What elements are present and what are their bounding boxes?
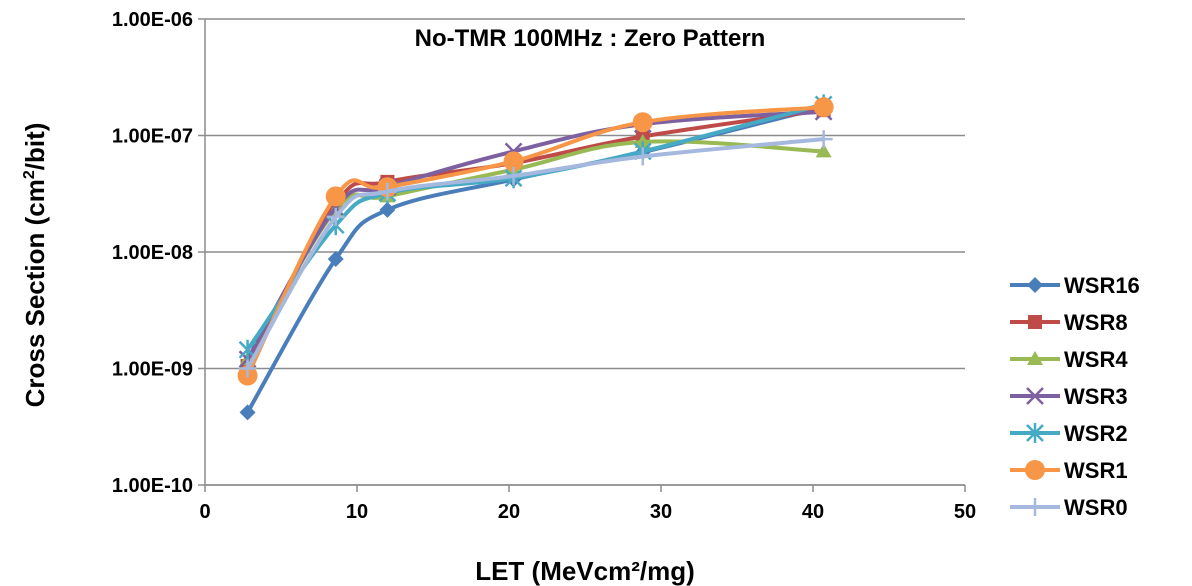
legend-item-wsr3: WSR3 [1010, 384, 1128, 409]
y-axis-title-unit: /bit) [20, 123, 50, 171]
legend-marker-wsr0 [1026, 498, 1044, 516]
data-point-wsr4 [634, 133, 651, 148]
axes [198, 18, 966, 492]
series-wsr1 [237, 97, 834, 386]
x-tick-labels: 0 10 20 30 40 50 [199, 501, 976, 523]
y-tick-label: 1.00E-07 [112, 126, 193, 148]
y-axis-title-main: Cross Section (cm [20, 179, 50, 407]
legend-marker-wsr1 [1025, 460, 1045, 480]
data-point-wsr0 [504, 166, 523, 185]
data-point-wsr0 [238, 359, 257, 378]
data-point-wsr1 [503, 151, 524, 172]
series-line-wsr3 [245, 109, 824, 361]
y-tick-label: 1.00E-08 [112, 242, 193, 264]
legend-label: WSR2 [1064, 421, 1128, 446]
legend-marker-wsr4 [1027, 351, 1043, 365]
data-point-wsr0 [814, 130, 833, 149]
data-point-wsr4 [815, 143, 832, 158]
series-line-wsr0 [245, 137, 824, 370]
x-tick-label: 30 [650, 501, 672, 523]
data-point-wsr16 [239, 404, 256, 421]
y-tick-labels: 1.00E-10 1.00E-09 1.00E-08 1.00E-07 1.00E-06 [112, 9, 193, 497]
series-line-wsr2 [245, 102, 825, 351]
y-axis-title: Cross Section (cm2/bit) [20, 123, 50, 408]
data-point-wsr0 [326, 207, 345, 226]
chart-title: No-TMR 100MHz : Zero Pattern [415, 25, 766, 52]
series-wsr0 [238, 130, 833, 378]
data-point-wsr1 [813, 97, 834, 118]
legend: WSR16 WSR8 WSR4 WSR3 WSR2 WSR1 WSR0 [1010, 273, 1140, 520]
legend-label: WSR3 [1064, 384, 1128, 409]
data-point-wsr1 [325, 186, 346, 207]
legend-item-wsr2: WSR2 [1010, 421, 1128, 446]
legend-marker-wsr2 [1026, 423, 1044, 443]
data-point-wsr0 [633, 147, 652, 166]
legend-label: WSR8 [1064, 310, 1128, 335]
legend-item-wsr1: WSR1 [1010, 458, 1128, 483]
data-point-wsr1 [632, 112, 653, 133]
grid-lines [205, 18, 965, 486]
legend-item-wsr4: WSR4 [1010, 347, 1128, 372]
legend-item-wsr8: WSR8 [1010, 310, 1128, 335]
series-line-wsr1 [245, 105, 824, 377]
legend-label: WSR0 [1064, 495, 1128, 520]
data-point-wsr16 [327, 251, 344, 268]
legend-label: WSR16 [1064, 273, 1140, 298]
data-point-wsr16 [379, 201, 396, 218]
x-tick-label: 0 [199, 501, 210, 523]
series-group [237, 94, 834, 421]
x-axis-title: LET (MeVcm²/mg) [475, 556, 695, 586]
legend-marker-wsr3 [1026, 387, 1044, 405]
legend-item-wsr16: WSR16 [1010, 273, 1140, 298]
x-tick-label: 40 [802, 501, 824, 523]
legend-label: WSR1 [1064, 458, 1128, 483]
y-axis-title-superscript: 2 [21, 170, 38, 179]
x-tick-label: 20 [498, 501, 520, 523]
y-tick-label: 1.00E-06 [112, 9, 193, 31]
data-point-wsr0 [378, 182, 397, 201]
y-tick-label: 1.00E-09 [112, 359, 193, 381]
x-tick-label: 50 [954, 501, 976, 523]
legend-label: WSR4 [1064, 347, 1128, 372]
legend-marker-wsr8 [1028, 315, 1042, 329]
series-wsr4 [239, 133, 832, 366]
x-tick-label: 10 [346, 501, 368, 523]
y-tick-label: 1.00E-10 [112, 475, 193, 497]
legend-item-wsr0: WSR0 [1010, 495, 1128, 520]
legend-marker-wsr16 [1027, 277, 1043, 293]
